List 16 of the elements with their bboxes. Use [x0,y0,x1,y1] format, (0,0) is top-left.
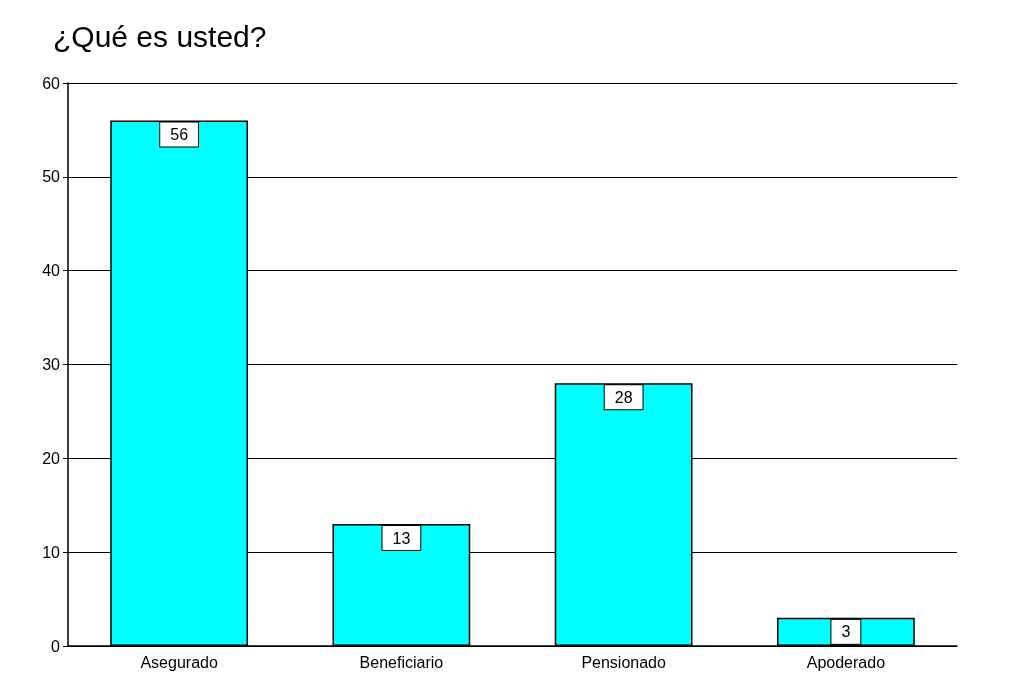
data-label: 13 [392,529,411,547]
x-tick-label: Asegurado [140,653,218,671]
y-tick-label: 20 [42,449,61,467]
data-label: 28 [614,388,633,406]
y-tick-label: 50 [42,168,61,186]
y-tick-label: 0 [51,637,61,655]
x-tick-label: Pensionado [581,653,666,671]
chart-title: ¿Qué es usted? [53,19,267,53]
y-tick-label: 40 [42,262,61,280]
data-label: 56 [170,126,189,144]
x-tick-label: Beneficiario [359,653,444,671]
x-tick-label: Apoderado [806,653,886,671]
data-label: 3 [841,623,851,641]
y-tick-label: 10 [42,543,61,561]
y-tick-label: 60 [42,74,61,92]
y-tick-label: 30 [42,356,61,373]
